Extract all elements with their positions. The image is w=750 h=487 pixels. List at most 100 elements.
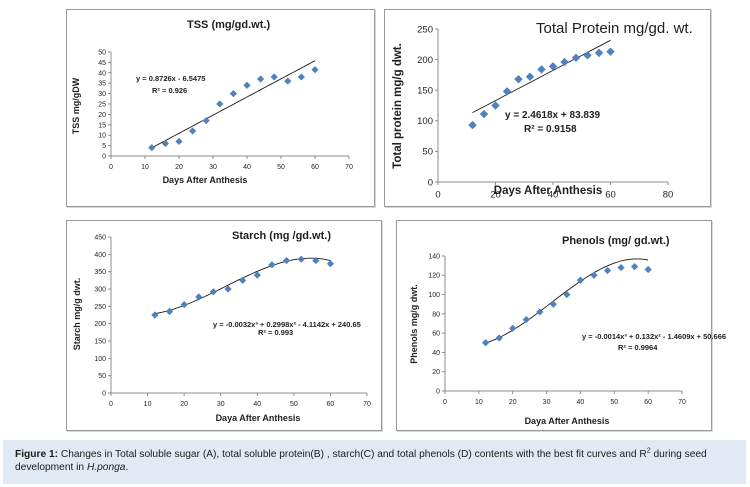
chart-c-ytick-label-350: 350 [94, 269, 106, 276]
chart-b-point-16 [479, 109, 489, 119]
chart-a-point-52 [284, 77, 292, 85]
chart-c-point-36 [239, 276, 247, 284]
chart-a-xtick-label-0: 0 [109, 164, 113, 171]
chart-a-xtick-label-60: 60 [311, 164, 319, 171]
chart-b-ytick-label-250: 250 [417, 24, 433, 35]
chart-d-point-36 [563, 290, 571, 299]
chart-d-r-squared: R² = 0.9964 [618, 343, 658, 352]
chart-d-ytick-label-60: 60 [432, 331, 440, 338]
chart-a-point-28 [202, 117, 210, 125]
chart-b-xtick-label-80: 80 [663, 190, 674, 201]
chart-d-x-axis-label: Daya After Anthesis [525, 416, 610, 426]
chart-a-xtick-label-70: 70 [345, 164, 353, 171]
chart-d-ytick-label-40: 40 [432, 350, 440, 357]
chart-d-point-24 [522, 316, 530, 324]
figure-caption: Figure 1: Changes in Total soluble sugar… [3, 440, 746, 484]
chart-a-ytick-label-15: 15 [98, 122, 106, 129]
chart-c-point-12 [151, 311, 159, 319]
chart-a-ytick-label-20: 20 [98, 112, 106, 119]
chart-c-point-56 [312, 256, 320, 265]
chart-b-ytick-label-0: 0 [428, 177, 433, 188]
chart-a-ytick-label-0: 0 [102, 153, 106, 160]
chart-b-xtick-label-20: 20 [490, 190, 501, 201]
chart-a-point-32 [216, 100, 224, 108]
chart-c-point-48 [282, 256, 291, 265]
chart-c-xtick-label-40: 40 [253, 401, 261, 408]
chart-b-ytick-label-200: 200 [417, 55, 433, 66]
chart-d-svg: 0 20 40 60 80 100 120 140 0 10 20 30 40 50 60 70 Phenols… [409, 235, 726, 426]
chart-b-y-axis-label: Total protein mg/g dwt. [392, 43, 404, 169]
chart-d-xtick-label-40: 40 [577, 399, 585, 406]
chart-b-point-40 [548, 62, 558, 71]
chart-d-xtick-label-70: 70 [678, 399, 686, 406]
chart-b-xtick-label-0: 0 [435, 190, 440, 201]
chart-b-x-axis-label: Days After Anthesis [494, 185, 602, 197]
chart-a-point-60 [311, 66, 319, 74]
chart-a-equation: y = 0.8726x - 6.5475 [136, 74, 205, 83]
chart-c-svg: 0 50 100 150 200 250 300 350 400 450 0 10 20 30 40 50 60… [72, 230, 371, 423]
chart-d-ytick-label-20: 20 [432, 369, 440, 376]
chart-d-y-axis-label: Phenols mg/g dwt. [409, 284, 419, 364]
chart-b-point-52 [583, 51, 592, 60]
chart-b-xtick-label-40: 40 [548, 190, 559, 201]
chart-a-ytick-label-30: 30 [98, 91, 106, 98]
chart-b-point-28 [514, 74, 523, 84]
chart-a-ytick-label-50: 50 [98, 49, 106, 56]
chart-d-point-44 [590, 271, 598, 279]
chart-a-xtick-label-20: 20 [175, 164, 183, 171]
chart-b-ytick-label-50: 50 [422, 147, 433, 158]
figure-frame: 0 5 10 15 20 25 30 35 40 45 50 0 10 20 30 40 50 60 70 TSS (… [3, 3, 746, 437]
chart-b-point-44 [560, 57, 569, 67]
chart-c-ytick-label-450: 450 [94, 234, 106, 241]
chart-c-point-28 [209, 288, 217, 296]
chart-c-ytick-label-50: 50 [98, 373, 106, 380]
chart-c-x-axis-label: Daya After Anthesis [216, 413, 301, 423]
chart-d-point-32 [549, 300, 557, 308]
chart-a-point-20 [175, 137, 183, 146]
chart-a-svg: 0 5 10 15 20 25 30 35 40 45 50 0 10 20 30 40 50 60 70 TSS (… [71, 19, 353, 185]
chart-c-xtick-label-50: 50 [290, 401, 298, 408]
chart-d-xtick-label-10: 10 [475, 399, 483, 406]
chart-c-ytick-label-0: 0 [102, 390, 106, 397]
chart-a-ytick-label-45: 45 [98, 60, 106, 67]
chart-a-point-36 [229, 90, 237, 98]
chart-a-point-24 [189, 127, 197, 135]
chart-b-trendline [472, 39, 611, 113]
chart-a-xtick-label-30: 30 [209, 164, 217, 171]
chart-c-ytick-label-250: 250 [94, 304, 106, 311]
chart-a-point-56 [297, 73, 305, 81]
chart-b-ytick-label-150: 150 [417, 86, 433, 97]
chart-c-point-32 [224, 285, 232, 293]
chart-d-ytick-label-140: 140 [428, 253, 440, 260]
chart-a-ytick-label-5: 5 [102, 143, 106, 150]
chart-c-ytick-label-200: 200 [94, 321, 106, 328]
chart-b-point-24 [502, 87, 512, 96]
caption-text-2: during seed development in [15, 449, 707, 473]
chart-d-xtick-label-20: 20 [509, 399, 517, 406]
chart-c-ytick-label-100: 100 [94, 356, 106, 363]
chart-b-svg: 0 50 100 150 200 250 0 20 40 60 80 Total Protein mg… [392, 20, 693, 201]
chart-a-point-44 [257, 75, 265, 83]
chart-d-xtick-label-30: 30 [543, 399, 551, 406]
caption-end: . [125, 462, 129, 473]
chart-d-trendline [485, 258, 649, 344]
chart-d-xtick-label-0: 0 [443, 399, 447, 406]
caption-text-1: Changes in Total soluble sugar (A), tota… [58, 449, 647, 460]
chart-a-trendline [151, 60, 316, 149]
chart-b-xtick-label-60: 60 [605, 190, 616, 201]
chart-d-point-60 [644, 265, 652, 274]
chart-d-xtick-label-50: 50 [610, 399, 618, 406]
chart-b-equation: y = 2.4618x + 83.839 [505, 110, 601, 121]
chart-c-point-60 [326, 260, 335, 268]
chart-a-point-48 [270, 73, 278, 81]
chart-a-ytick-label-25: 25 [98, 101, 106, 108]
chart-c-xtick-label-20: 20 [180, 401, 188, 408]
chart-d-title: Phenols (mg/ gd.wt.) [562, 235, 670, 247]
chart-b-point-48 [571, 53, 581, 62]
chart-d-point-20 [509, 324, 517, 332]
chart-panel-d: 0 20 40 60 80 100 120 140 0 10 20 30 40 50 60 70 Phenols… [396, 220, 726, 431]
chart-a-xtick-label-40: 40 [243, 164, 251, 171]
chart-c-point-20 [180, 301, 188, 309]
chart-d-point-56 [631, 263, 639, 271]
chart-c-ytick-label-300: 300 [94, 286, 106, 293]
